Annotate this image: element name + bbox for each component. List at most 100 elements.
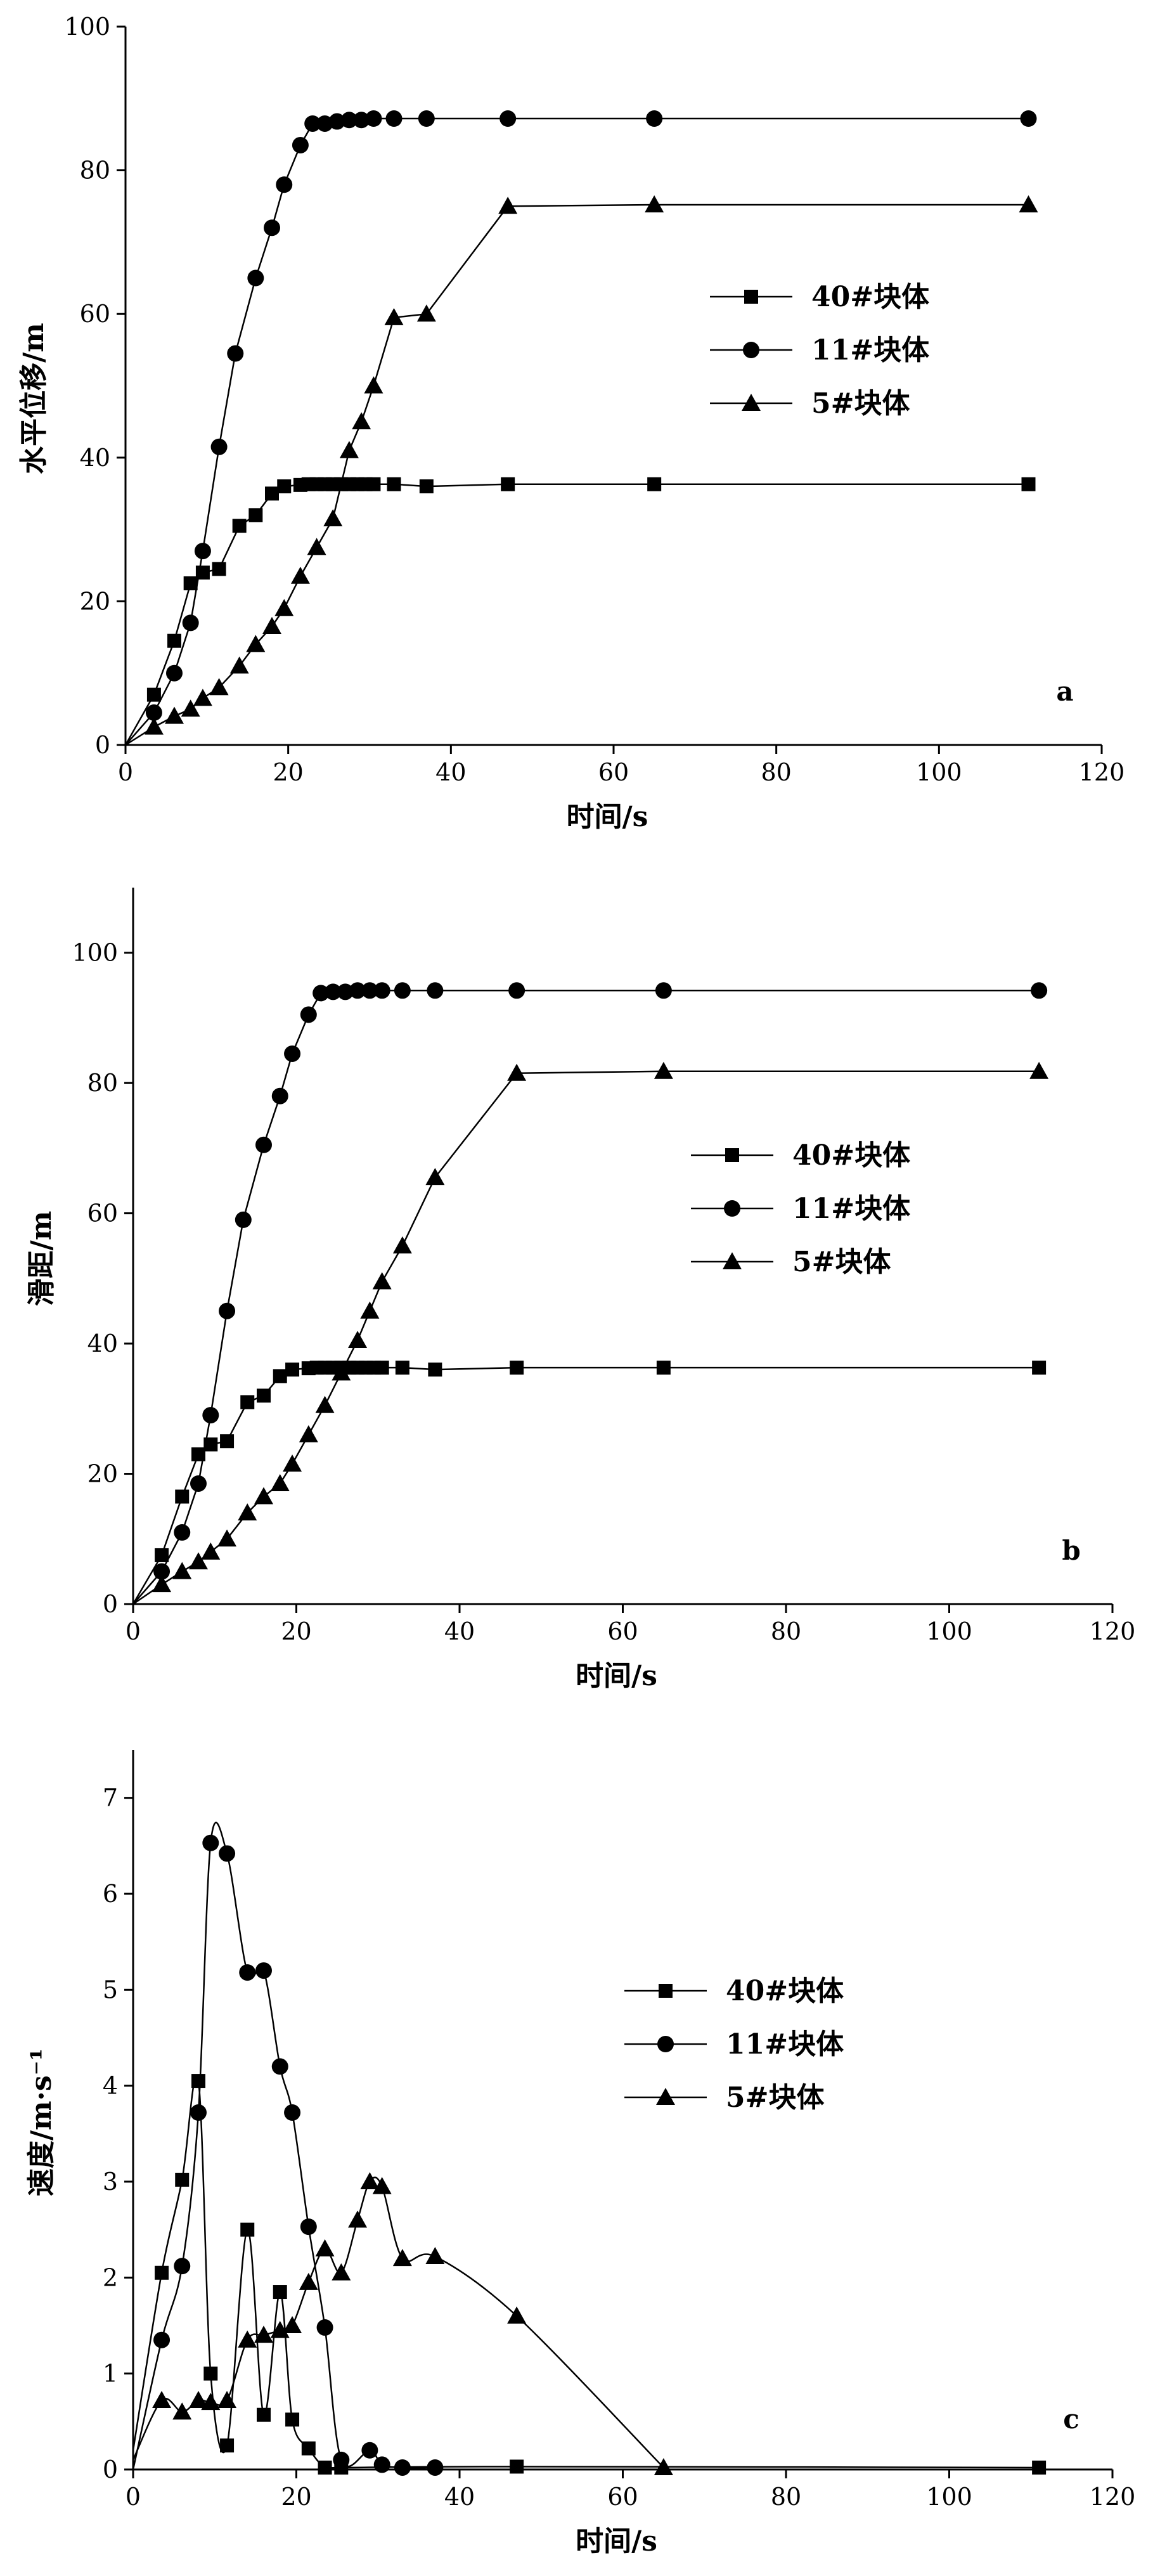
series-circle	[132, 982, 1048, 1605]
legend-label: 5#块体	[811, 387, 910, 420]
data-point	[145, 704, 162, 722]
data-point	[273, 1369, 287, 1383]
x-tick-label: 120	[1079, 758, 1125, 786]
data-point	[189, 1552, 208, 1570]
data-point	[183, 576, 198, 591]
data-point	[1019, 195, 1038, 212]
data-point	[240, 2222, 255, 2237]
x-tick-label: 120	[1090, 2483, 1136, 2511]
data-point	[201, 2393, 221, 2411]
x-tick-label: 60	[607, 2483, 638, 2511]
legend-entry: 5#块体	[624, 2081, 824, 2114]
data-point	[394, 2459, 411, 2476]
x-axis-title: 时间/s	[567, 801, 648, 833]
data-point	[271, 2058, 288, 2075]
x-tick-label: 20	[281, 2483, 311, 2511]
data-point	[425, 2247, 445, 2265]
legend-entry: 40#块体	[691, 1139, 910, 1172]
y-axis-title: 水平位移/m	[18, 323, 50, 474]
data-point	[392, 2249, 412, 2267]
series-circle	[132, 1822, 444, 2476]
legend-label: 40#块体	[811, 281, 929, 313]
data-point	[300, 2218, 317, 2236]
y-axis-title: 速度/m·s⁻¹	[25, 2049, 58, 2196]
data-point	[203, 2366, 218, 2381]
data-point	[284, 2104, 301, 2121]
data-point	[373, 2456, 390, 2473]
data-point	[316, 2319, 333, 2336]
y-tick-label: 20	[80, 587, 110, 615]
data-point	[273, 2285, 287, 2300]
data-point	[361, 2442, 378, 2459]
y-tick-label: 40	[87, 1330, 118, 1357]
data-point	[182, 614, 199, 631]
data-point	[645, 195, 664, 212]
data-point	[274, 599, 294, 616]
data-point	[416, 304, 436, 322]
data-point	[246, 635, 266, 652]
data-point	[210, 438, 228, 455]
data-point	[1032, 2460, 1047, 2475]
y-axis-title: 滑距/m	[25, 1211, 58, 1307]
legend-entry: 40#块体	[710, 281, 929, 313]
chart-c: 0 20 40 60 80 100 120 0 1 2 3 4 5 6 7 时间/s 速度/m·s⁻¹ c 40#块…	[25, 1750, 1135, 2558]
data-point	[419, 479, 434, 494]
data-point	[217, 1529, 237, 1547]
y-tick-label: 40	[80, 444, 110, 472]
legend-entry: 5#块体	[691, 1246, 891, 1278]
data-point	[510, 2459, 524, 2474]
data-point	[191, 1447, 205, 1461]
data-point	[1031, 982, 1048, 999]
series-triangle	[132, 1061, 1049, 1605]
x-tick-label: 40	[444, 2483, 475, 2511]
data-point	[201, 1542, 221, 1560]
data-point	[387, 477, 401, 491]
data-point	[264, 219, 280, 236]
data-point	[315, 1395, 335, 1413]
data-point	[174, 2258, 191, 2275]
x-tick-label: 0	[118, 758, 133, 786]
data-point	[193, 689, 212, 706]
y-tick-label: 6	[103, 1880, 118, 1908]
y-tick-label: 80	[80, 157, 110, 184]
data-point	[352, 412, 371, 430]
data-point	[418, 110, 435, 127]
data-point	[262, 617, 281, 635]
data-point	[232, 519, 247, 533]
data-point	[270, 1473, 290, 1491]
data-point	[384, 307, 404, 325]
data-point	[360, 2172, 380, 2189]
x-tick-label: 60	[598, 758, 629, 786]
x-axis-title: 时间/s	[576, 1660, 657, 1692]
data-point	[283, 2316, 302, 2333]
data-point	[364, 376, 383, 394]
series-triangle	[125, 195, 1038, 746]
data-point	[395, 1361, 409, 1375]
data-point	[372, 1272, 392, 1290]
data-point	[271, 1087, 288, 1104]
legend-entry: 5#块体	[710, 387, 910, 420]
data-point	[304, 115, 321, 132]
data-point	[190, 1475, 207, 1492]
data-point	[146, 687, 161, 702]
data-point	[428, 1362, 442, 1377]
legend-marker	[724, 1200, 740, 1217]
data-point	[498, 197, 518, 214]
data-point	[510, 1361, 524, 1375]
x-tick-label: 40	[444, 1617, 475, 1645]
data-point	[284, 1045, 301, 1062]
data-point	[155, 1548, 169, 1562]
data-point	[238, 1503, 257, 1521]
data-point	[235, 1211, 252, 1228]
x-tick-label: 40	[435, 758, 466, 786]
data-point	[366, 477, 381, 491]
data-point	[501, 477, 515, 491]
data-point	[191, 2074, 205, 2088]
series-line	[132, 990, 1040, 1605]
data-point	[202, 1407, 219, 1424]
panel-label: c	[1063, 2404, 1079, 2435]
series-line	[132, 2177, 664, 2468]
data-point	[332, 1363, 351, 1381]
chart-a: 0 20 40 60 80 100 120 0 20 40 60 80 100 时间/s 水平位移/m a 40…	[18, 13, 1125, 833]
x-tick-label: 80	[761, 758, 791, 786]
